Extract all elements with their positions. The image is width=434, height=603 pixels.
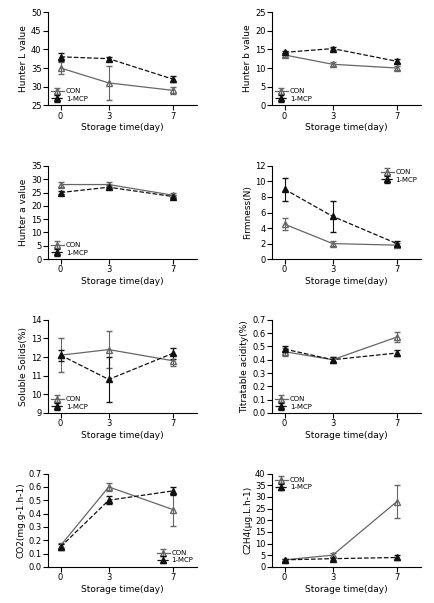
Y-axis label: Hunter L value: Hunter L value — [19, 25, 28, 92]
X-axis label: Storage time(day): Storage time(day) — [305, 431, 388, 440]
X-axis label: Storage time(day): Storage time(day) — [81, 585, 164, 594]
Y-axis label: C2H4(μg.L.h-1): C2H4(μg.L.h-1) — [243, 486, 252, 554]
X-axis label: Storage time(day): Storage time(day) — [81, 277, 164, 286]
Legend: CON, 1-MCP: CON, 1-MCP — [274, 476, 313, 492]
Y-axis label: Titratable acidity(%): Titratable acidity(%) — [240, 320, 250, 412]
X-axis label: Storage time(day): Storage time(day) — [81, 124, 164, 132]
X-axis label: Storage time(day): Storage time(day) — [305, 277, 388, 286]
Legend: CON, 1-MCP: CON, 1-MCP — [380, 168, 419, 184]
Legend: CON, 1-MCP: CON, 1-MCP — [50, 87, 89, 103]
Legend: CON, 1-MCP: CON, 1-MCP — [50, 395, 89, 411]
Y-axis label: Firmness(N): Firmness(N) — [243, 186, 252, 239]
Y-axis label: CO2(mg.g-1.h-1): CO2(mg.g-1.h-1) — [16, 482, 26, 558]
Legend: CON, 1-MCP: CON, 1-MCP — [156, 549, 195, 565]
X-axis label: Storage time(day): Storage time(day) — [305, 124, 388, 132]
Y-axis label: Hunter a value: Hunter a value — [19, 179, 28, 246]
Y-axis label: Soluble Solids(%): Soluble Solids(%) — [19, 327, 28, 406]
Legend: CON, 1-MCP: CON, 1-MCP — [274, 87, 313, 103]
Legend: CON, 1-MCP: CON, 1-MCP — [50, 241, 89, 257]
Legend: CON, 1-MCP: CON, 1-MCP — [274, 395, 313, 411]
X-axis label: Storage time(day): Storage time(day) — [305, 585, 388, 594]
X-axis label: Storage time(day): Storage time(day) — [81, 431, 164, 440]
Y-axis label: Hunter b value: Hunter b value — [243, 25, 252, 92]
